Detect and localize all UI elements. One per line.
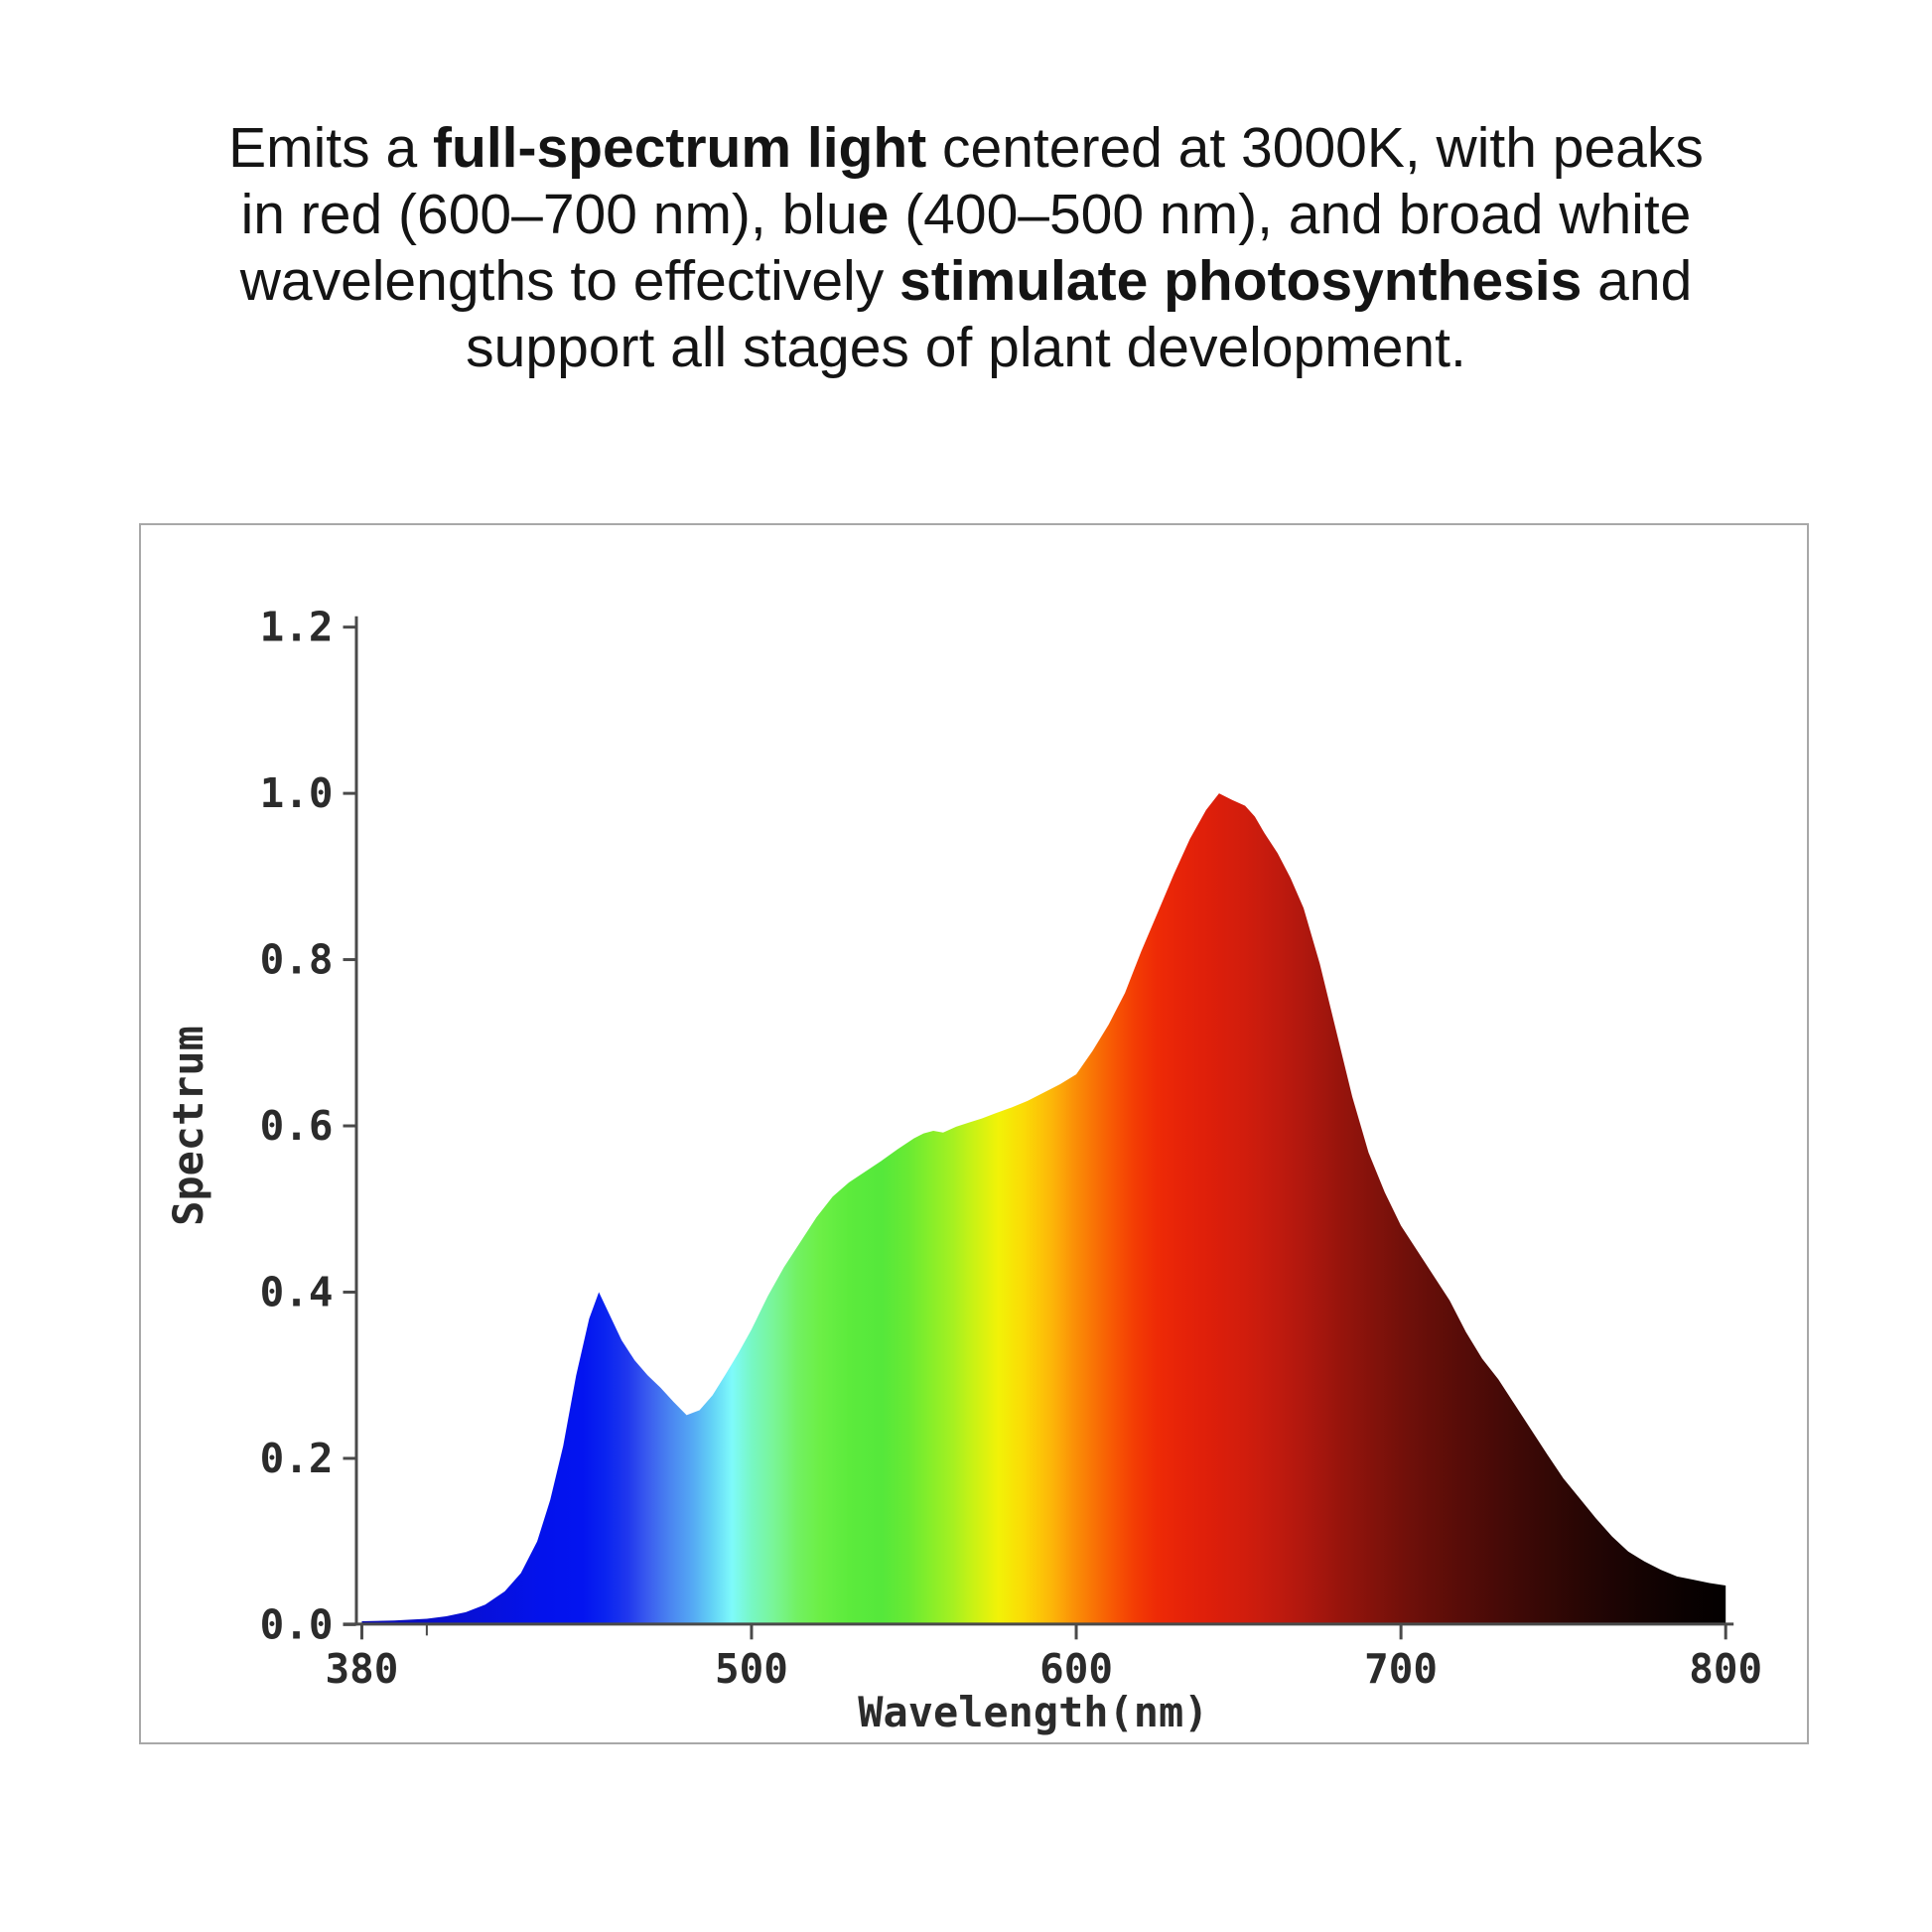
y-tick-label: 0.4 xyxy=(260,1268,334,1315)
ticks-group xyxy=(343,625,1727,1640)
labels-group: 0.0 0.2 0.4 0.6 0.8 1.0 1.2 380 500 600 700 800 Wave… xyxy=(164,604,1762,1736)
text-run: stimulate photosynthesis xyxy=(899,249,1583,313)
spectrum-area-group xyxy=(361,793,1726,1625)
text-run: centered at 3000K, with peaks xyxy=(926,116,1704,180)
text-run: support all stages of plant development. xyxy=(466,316,1466,379)
y-tick-label: 0.2 xyxy=(260,1435,334,1482)
y-tick-label: 0.8 xyxy=(260,936,334,984)
description-paragraph: Emits a full-spectrum light centered at … xyxy=(72,115,1860,381)
text-run: e xyxy=(857,183,890,246)
description-line: wavelengths to effectively stimulate pho… xyxy=(72,248,1860,315)
x-tick-label: 600 xyxy=(1039,1645,1113,1693)
y-tick-label: 1.0 xyxy=(260,769,334,817)
text-run: and xyxy=(1582,249,1693,313)
x-tick-label: 500 xyxy=(715,1645,788,1693)
description-line: support all stages of plant development. xyxy=(72,315,1860,381)
x-axis-title: Wavelength(nm) xyxy=(858,1688,1208,1736)
x-tick-label: 800 xyxy=(1689,1645,1762,1693)
text-run: (400–500 nm), and broad white xyxy=(889,183,1692,246)
text-run: Emits a xyxy=(228,116,434,180)
y-tick-label: 0.0 xyxy=(260,1600,334,1648)
axes-group xyxy=(343,616,1734,1626)
text-run: in red (600–700 nm), blu xyxy=(240,183,858,246)
y-tick-label: 1.2 xyxy=(260,604,334,651)
x-tick-label: 380 xyxy=(326,1645,399,1693)
spectrum-area xyxy=(361,793,1726,1625)
text-run: full-spectrum light xyxy=(433,116,927,180)
y-axis-title: Spectrum xyxy=(164,1026,212,1226)
spectrum-chart: 0.0 0.2 0.4 0.6 0.8 1.0 1.2 380 500 600 700 800 Wave… xyxy=(164,604,1762,1736)
text-run: wavelengths to effectively xyxy=(239,249,900,313)
x-tick-label: 700 xyxy=(1364,1645,1438,1693)
description-line: Emits a full-spectrum light centered at … xyxy=(72,115,1860,182)
y-tick-label: 0.6 xyxy=(260,1102,334,1150)
chart-frame: 0.0 0.2 0.4 0.6 0.8 1.0 1.2 380 500 600 700 800 Wave… xyxy=(139,523,1809,1744)
description-line: in red (600–700 nm), blue (400–500 nm), … xyxy=(72,182,1860,248)
